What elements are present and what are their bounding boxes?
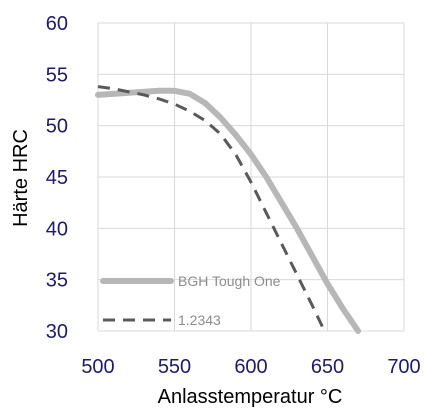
x-tick-label: 600 bbox=[234, 356, 267, 378]
x-tick-label: 550 bbox=[158, 356, 191, 378]
tick-labels: 500 550 600 650 700 30 35 40 45 50 55 60 bbox=[46, 13, 421, 378]
x-tick-label: 500 bbox=[81, 356, 114, 378]
y-tick-label: 55 bbox=[46, 64, 68, 86]
grid bbox=[97, 22, 405, 332]
series-line-bgh-tough-one bbox=[95, 87, 362, 334]
y-tick-label: 60 bbox=[46, 13, 68, 35]
y-tick-label: 45 bbox=[46, 167, 68, 189]
x-axis-title: Anlasstemperatur °C bbox=[158, 386, 343, 408]
y-tick-label: 30 bbox=[46, 321, 68, 343]
y-tick-label: 40 bbox=[46, 218, 68, 240]
legend: BGH Tough One 1.2343 bbox=[100, 273, 281, 328]
x-tick-label: 650 bbox=[311, 356, 344, 378]
legend-label: 1.2343 bbox=[178, 312, 221, 328]
x-tick-label: 700 bbox=[387, 356, 420, 378]
series-line-1-2343 bbox=[97, 85, 326, 332]
series-layer bbox=[95, 85, 362, 334]
y-tick-label: 50 bbox=[46, 116, 68, 138]
legend-label: BGH Tough One bbox=[178, 273, 281, 289]
y-axis-title: Härte HRC bbox=[10, 129, 32, 227]
y-tick-label: 35 bbox=[46, 270, 68, 292]
